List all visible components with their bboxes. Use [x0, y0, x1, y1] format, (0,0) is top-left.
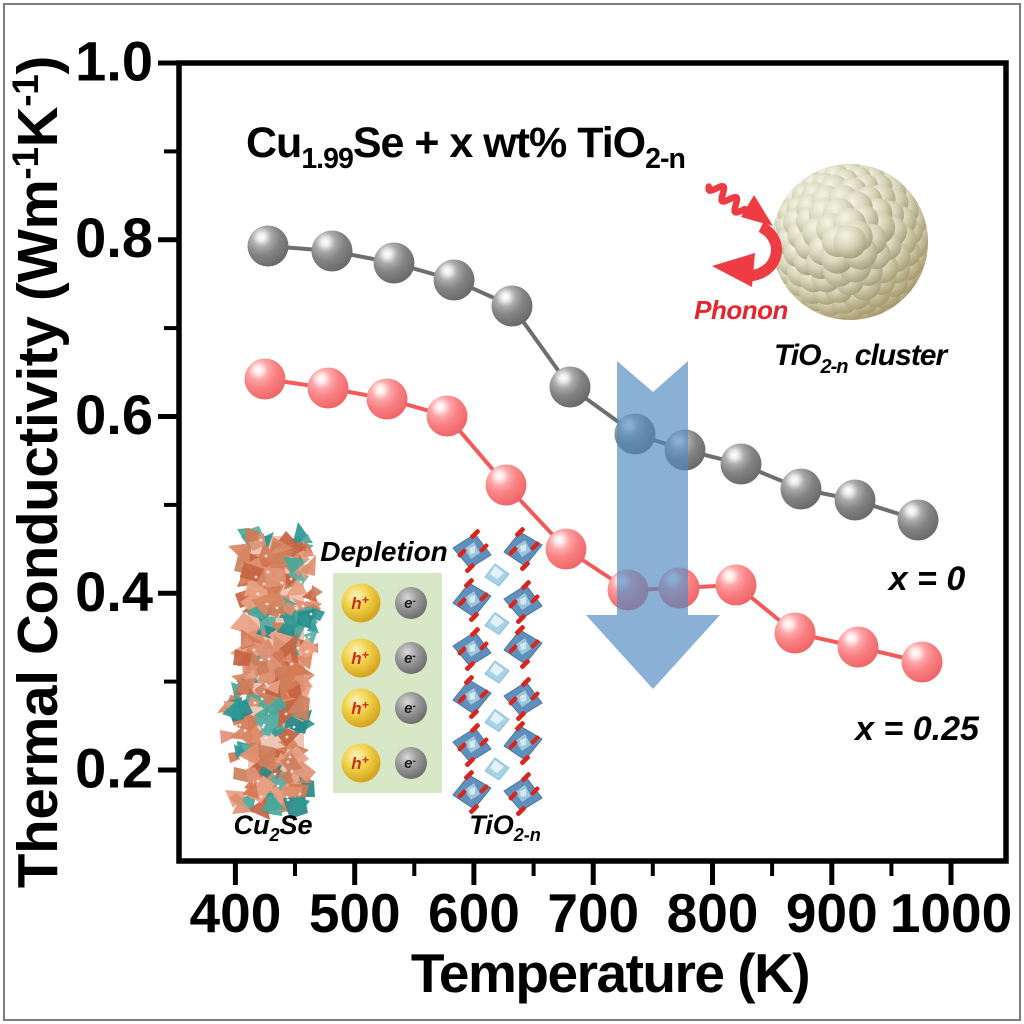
svg-text:400: 400	[190, 882, 282, 944]
svg-text:700: 700	[547, 882, 639, 944]
svg-text:Thermal Conductivity (Wm-1K-1): Thermal Conductivity (Wm-1K-1)	[5, 56, 69, 888]
svg-text:0.6: 0.6	[75, 383, 153, 446]
svg-text:TiO2-n cluster: TiO2-n cluster	[774, 339, 949, 378]
svg-text:Temperature (K): Temperature (K)	[411, 942, 809, 1004]
svg-text:x = 0.25: x = 0.25	[853, 710, 980, 748]
svg-text:0.8: 0.8	[75, 206, 153, 269]
svg-text:Cu1.99Se + x wt% TiO2-n: Cu1.99Se + x wt% TiO2-n	[246, 119, 685, 175]
svg-text:x = 0: x = 0	[887, 560, 966, 598]
svg-text:900: 900	[786, 882, 878, 944]
svg-text:500: 500	[309, 882, 401, 944]
svg-text:Phonon: Phonon	[694, 295, 788, 325]
svg-text:800: 800	[667, 882, 759, 944]
svg-text:1000: 1000	[890, 882, 1012, 944]
svg-text:600: 600	[428, 882, 520, 944]
svg-text:0.2: 0.2	[75, 737, 153, 800]
svg-text:Depletion: Depletion	[320, 536, 448, 567]
svg-text:1.0: 1.0	[75, 30, 153, 93]
svg-text:0.4: 0.4	[75, 560, 153, 623]
